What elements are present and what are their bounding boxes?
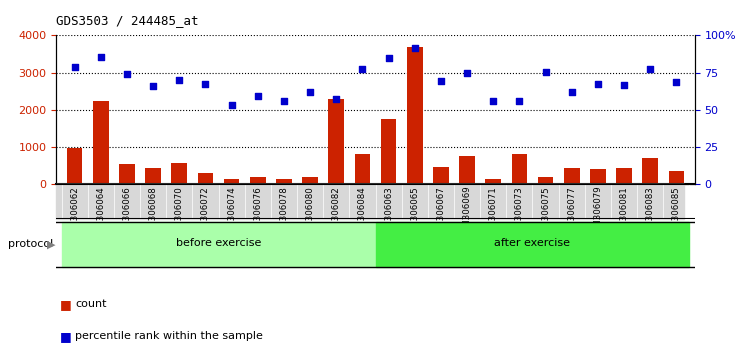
Bar bbox=[485, 179, 501, 184]
Bar bbox=[564, 169, 580, 184]
Point bbox=[330, 96, 342, 101]
Point bbox=[95, 54, 107, 60]
Bar bbox=[616, 169, 632, 184]
Text: GSM306072: GSM306072 bbox=[201, 186, 210, 239]
Bar bbox=[590, 169, 606, 184]
Text: GSM306082: GSM306082 bbox=[332, 186, 341, 239]
Text: GSM306081: GSM306081 bbox=[620, 186, 629, 239]
Point bbox=[514, 98, 526, 104]
Text: GSM306062: GSM306062 bbox=[70, 186, 79, 239]
Bar bbox=[67, 148, 83, 184]
Text: GSM306067: GSM306067 bbox=[436, 186, 445, 239]
Bar bbox=[354, 154, 370, 184]
Bar bbox=[459, 156, 475, 184]
Bar bbox=[171, 162, 187, 184]
Point bbox=[566, 90, 578, 95]
Text: GSM306071: GSM306071 bbox=[489, 186, 498, 239]
Text: GSM306068: GSM306068 bbox=[149, 186, 158, 239]
Text: GSM306076: GSM306076 bbox=[253, 186, 262, 239]
Bar bbox=[62, 222, 376, 267]
Text: GSM306075: GSM306075 bbox=[541, 186, 550, 239]
Text: GSM306065: GSM306065 bbox=[410, 186, 419, 239]
Text: GSM306064: GSM306064 bbox=[96, 186, 105, 239]
Text: ▶: ▶ bbox=[47, 239, 55, 249]
Point bbox=[618, 82, 630, 88]
Text: protocol: protocol bbox=[8, 239, 53, 249]
Text: GSM306084: GSM306084 bbox=[358, 186, 367, 239]
Text: GSM306073: GSM306073 bbox=[515, 186, 524, 239]
Bar bbox=[538, 177, 553, 184]
Bar bbox=[328, 99, 344, 184]
Bar bbox=[511, 154, 527, 184]
Point bbox=[68, 64, 80, 70]
Bar bbox=[433, 167, 449, 184]
Text: ■: ■ bbox=[60, 330, 72, 343]
Text: GSM306078: GSM306078 bbox=[279, 186, 288, 239]
Text: GSM306066: GSM306066 bbox=[122, 186, 131, 239]
Bar bbox=[642, 159, 658, 184]
Text: before exercise: before exercise bbox=[176, 238, 261, 248]
Text: GSM306085: GSM306085 bbox=[672, 186, 681, 239]
Text: GDS3503 / 244485_at: GDS3503 / 244485_at bbox=[56, 14, 199, 27]
Bar bbox=[119, 164, 135, 184]
Text: GSM306074: GSM306074 bbox=[227, 186, 236, 239]
Point bbox=[409, 46, 421, 51]
Text: ■: ■ bbox=[60, 298, 72, 311]
Bar bbox=[224, 179, 240, 184]
Text: GSM306063: GSM306063 bbox=[384, 186, 393, 239]
Text: percentile rank within the sample: percentile rank within the sample bbox=[75, 331, 263, 341]
Bar bbox=[302, 177, 318, 184]
Bar bbox=[198, 172, 213, 184]
Point bbox=[200, 82, 212, 87]
Point bbox=[304, 89, 316, 95]
Text: after exercise: after exercise bbox=[494, 238, 571, 248]
Point bbox=[121, 71, 133, 77]
Point bbox=[147, 83, 159, 89]
Point bbox=[487, 98, 499, 104]
Bar bbox=[145, 169, 161, 184]
Bar bbox=[668, 171, 684, 184]
Point bbox=[539, 69, 551, 75]
Point bbox=[382, 56, 394, 61]
Point bbox=[173, 77, 185, 83]
Text: GSM306070: GSM306070 bbox=[175, 186, 184, 239]
Point bbox=[644, 67, 656, 72]
Bar bbox=[381, 119, 397, 184]
Bar bbox=[407, 46, 423, 184]
Text: GSM306083: GSM306083 bbox=[646, 186, 655, 239]
Text: GSM306080: GSM306080 bbox=[306, 186, 315, 239]
Text: GSM306069: GSM306069 bbox=[463, 186, 472, 239]
Bar bbox=[250, 177, 266, 184]
Point bbox=[435, 78, 447, 84]
Point bbox=[592, 82, 604, 87]
Point bbox=[357, 66, 369, 72]
Point bbox=[671, 79, 683, 85]
Point bbox=[225, 102, 237, 108]
Point bbox=[252, 93, 264, 98]
Text: GSM306079: GSM306079 bbox=[593, 186, 602, 239]
Bar bbox=[376, 222, 689, 267]
Point bbox=[278, 98, 290, 104]
Bar bbox=[276, 178, 292, 184]
Bar bbox=[93, 101, 109, 184]
Point bbox=[461, 70, 473, 76]
Text: count: count bbox=[75, 299, 107, 309]
Text: GSM306077: GSM306077 bbox=[567, 186, 576, 239]
